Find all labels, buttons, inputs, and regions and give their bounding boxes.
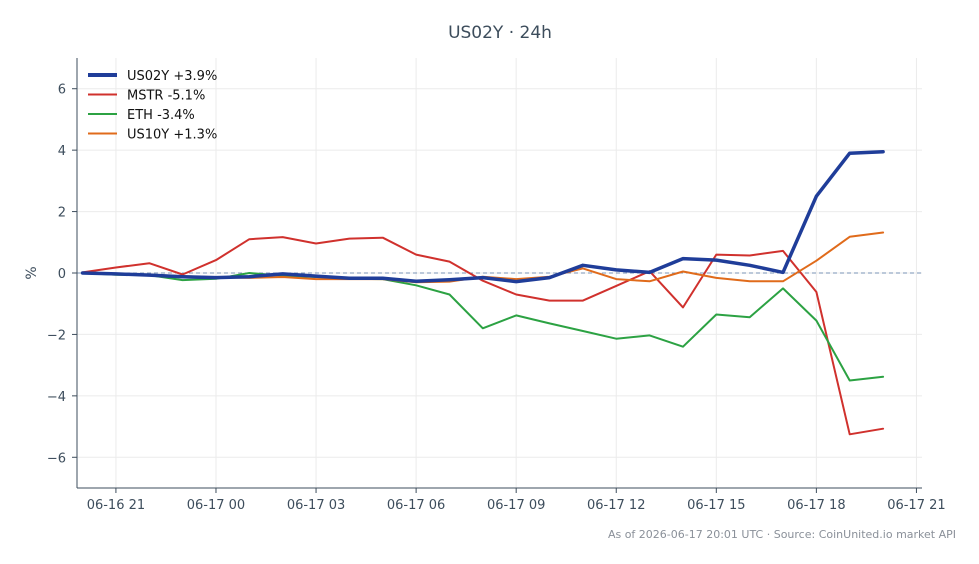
x-axis-ticks: 06-16 21 06-17 00 06-17 03 06-17 06 06-17 09… — [87, 488, 946, 513]
legend-label-us02y: US02Y +3.9% — [127, 69, 217, 84]
x-tick-label: 06-17 06 — [387, 498, 445, 513]
y-tick-label: 4 — [58, 144, 66, 159]
y-tick-label: −2 — [47, 328, 66, 343]
series-lines — [80, 149, 885, 436]
x-tick-label: 06-17 15 — [687, 498, 745, 513]
series-line-us02y — [80, 149, 885, 284]
x-tick-label: 06-17 21 — [887, 498, 945, 513]
legend-label-mstr: MSTR -5.1% — [127, 89, 205, 104]
y-axis-label: % — [24, 266, 40, 279]
x-tick-label: 06-17 09 — [487, 498, 545, 513]
y-tick-label: −4 — [47, 390, 66, 405]
chart-title: US02Y · 24h — [448, 23, 552, 43]
y-tick-label: −6 — [47, 451, 66, 466]
y-axis-ticks: −6 −4 −2 0 2 4 6 — [47, 83, 77, 466]
y-tick-label: 6 — [58, 83, 66, 98]
series-line-eth — [81, 272, 885, 382]
legend-label-us10y: US10Y +1.3% — [127, 128, 217, 143]
x-tick-label: 06-17 18 — [787, 498, 845, 513]
x-tick-label: 06-17 00 — [187, 498, 245, 513]
x-tick-label: 06-17 03 — [287, 498, 345, 513]
x-tick-label: 06-16 21 — [87, 498, 145, 513]
series-line-us10y — [81, 231, 885, 284]
x-tick-label: 06-17 12 — [587, 498, 645, 513]
source-footer: As of 2026-06-17 20:01 UTC · Source: Coi… — [608, 528, 956, 541]
series-line-mstr — [81, 236, 885, 436]
legend: US02Y +3.9% MSTR -5.1% ETH -3.4% US10Y +1.3… — [88, 69, 217, 143]
legend-label-eth: ETH -3.4% — [127, 108, 195, 123]
y-tick-label: 2 — [58, 206, 66, 221]
y-tick-label: 0 — [58, 267, 66, 282]
